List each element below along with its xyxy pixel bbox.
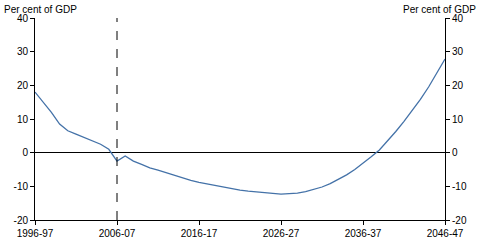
svg-text:20: 20 <box>17 80 29 91</box>
svg-text:2026-27: 2026-27 <box>263 228 300 239</box>
svg-text:30: 30 <box>452 46 464 57</box>
svg-text:Per cent of GDP: Per cent of GDP <box>403 4 476 15</box>
svg-text:10: 10 <box>17 114 29 125</box>
svg-text:10: 10 <box>452 114 464 125</box>
svg-text:0: 0 <box>452 147 458 158</box>
svg-text:30: 30 <box>17 46 29 57</box>
svg-text:-20: -20 <box>452 215 467 226</box>
svg-text:Per cent of GDP: Per cent of GDP <box>4 4 77 15</box>
svg-text:2016-17: 2016-17 <box>181 228 218 239</box>
svg-text:-10: -10 <box>452 181 467 192</box>
svg-text:1996-97: 1996-97 <box>17 228 54 239</box>
svg-text:-10: -10 <box>14 181 29 192</box>
svg-text:40: 40 <box>17 13 29 24</box>
svg-text:0: 0 <box>22 147 28 158</box>
svg-text:2036-37: 2036-37 <box>345 228 382 239</box>
svg-text:2046-47: 2046-47 <box>427 228 464 239</box>
svg-text:20: 20 <box>452 80 464 91</box>
svg-text:2006-07: 2006-07 <box>99 228 136 239</box>
svg-text:-20: -20 <box>14 215 29 226</box>
svg-text:40: 40 <box>452 13 464 24</box>
